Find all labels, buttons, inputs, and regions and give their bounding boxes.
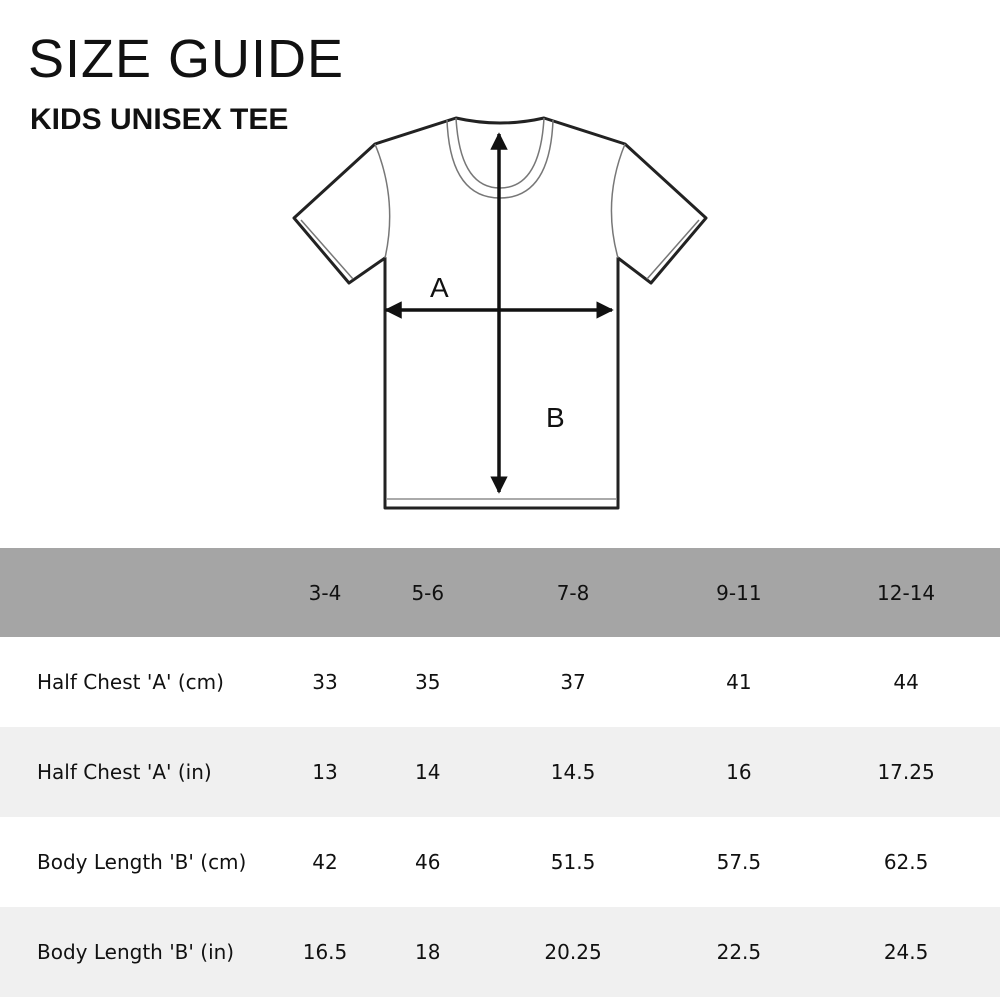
- page-subtitle: KIDS UNISEX TEE: [30, 103, 289, 136]
- table-row: Body Length 'B' (cm) 42 46 51.5 57.5 62.5: [0, 817, 1000, 907]
- table-row: Body Length 'B' (in) 16.5 18 20.25 22.5 24.5: [0, 907, 1000, 997]
- value-cell: 14: [415, 760, 441, 784]
- value-cell: 14.5: [550, 760, 596, 784]
- value-cell: 24.5: [883, 940, 929, 964]
- value-cell: 57.5: [716, 850, 762, 874]
- header-cell: [0, 548, 275, 637]
- row-label: Half Chest 'A' (cm): [37, 670, 224, 694]
- value-cell: 22.5: [716, 940, 762, 964]
- size-table: 3-4 5-6 7-8 9-11 12-14 Half Chest 'A' (c…: [0, 548, 1000, 997]
- label-a: A: [430, 272, 449, 303]
- value-cell: 35: [415, 670, 441, 694]
- value-cell: 44: [893, 670, 919, 694]
- tshirt-diagram: [292, 116, 708, 510]
- value-cell: 37: [560, 670, 586, 694]
- header-cell: 12-14: [877, 580, 936, 605]
- value-cell: 51.5: [550, 850, 596, 874]
- value-cell: 33: [312, 670, 338, 694]
- size-header-row: 3-4 5-6 7-8 9-11 12-14: [0, 548, 1000, 637]
- value-cell: 42: [312, 850, 338, 874]
- value-cell: 41: [726, 670, 752, 694]
- value-cell: 18: [415, 940, 441, 964]
- header-cell: 5-6: [411, 580, 445, 605]
- header-cell: 9-11: [716, 580, 762, 605]
- row-label: Body Length 'B' (cm): [37, 850, 247, 874]
- value-cell: 62.5: [883, 850, 929, 874]
- row-label: Half Chest 'A' (in): [37, 760, 212, 784]
- header-cell: 7-8: [556, 580, 590, 605]
- table-row: Half Chest 'A' (in) 13 14 14.5 16 17.25: [0, 727, 1000, 817]
- value-cell: 46: [415, 850, 441, 874]
- value-cell: 20.25: [544, 940, 602, 964]
- row-label: Body Length 'B' (in): [37, 940, 235, 964]
- page-title: SIZE GUIDE: [28, 29, 345, 89]
- table-row: Half Chest 'A' (cm) 33 35 37 41 44: [0, 637, 1000, 727]
- value-cell: 17.25: [877, 760, 935, 784]
- label-b: B: [546, 402, 565, 433]
- value-cell: 16: [726, 760, 752, 784]
- value-cell: 16.5: [302, 940, 348, 964]
- header-cell: 3-4: [308, 580, 342, 605]
- value-cell: 13: [312, 760, 338, 784]
